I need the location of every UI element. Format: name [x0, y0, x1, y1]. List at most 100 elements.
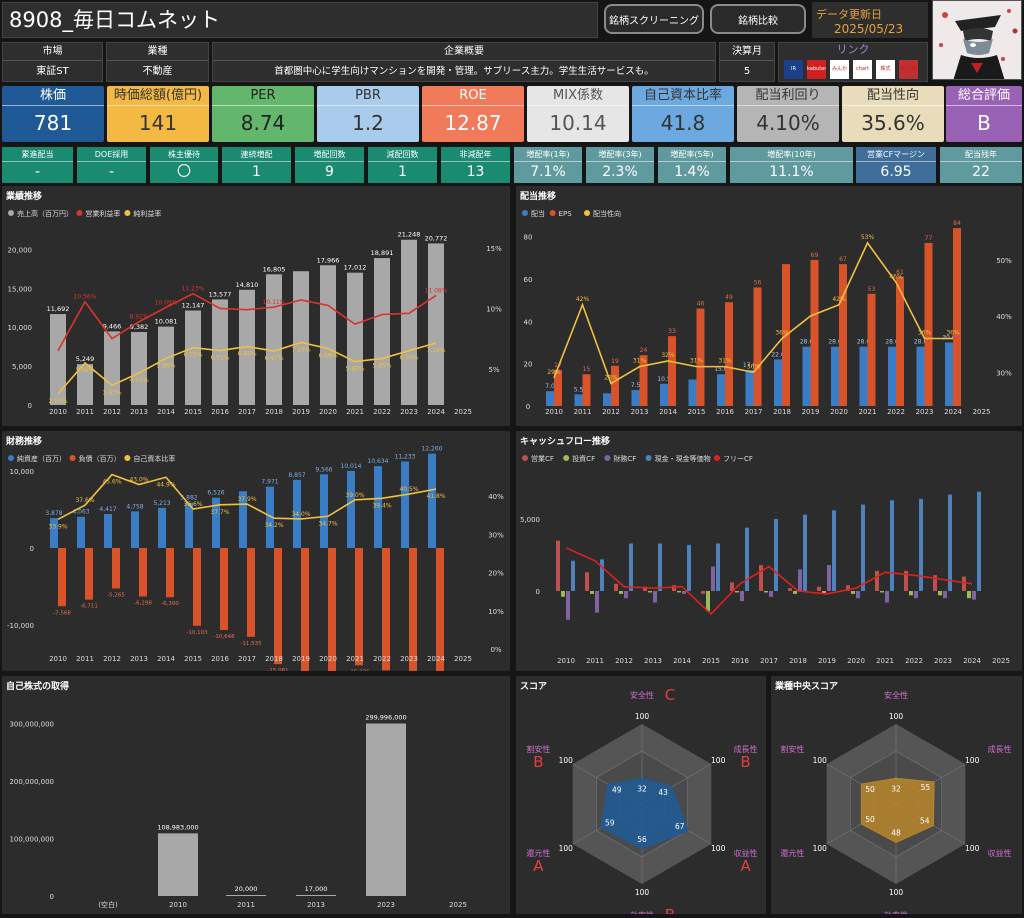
equity-bar: [374, 466, 382, 548]
payout-label: 32%: [661, 352, 675, 359]
liability-bar: [139, 548, 147, 597]
industry-header: 業種: [107, 43, 208, 61]
x-tick-label: 2013: [130, 408, 148, 416]
liability-label: -11,535: [240, 641, 262, 647]
radar-value-label: 50: [865, 815, 875, 824]
eps-bar: [668, 336, 676, 406]
ratio-label: 44.9%: [156, 481, 175, 488]
legend-marker: [563, 455, 570, 461]
legend-marker: [549, 210, 556, 216]
cf-bar: [629, 543, 633, 591]
cf-bar: [938, 591, 942, 596]
cf-bar: [832, 510, 836, 591]
eps-bar: [839, 264, 847, 406]
x-tick-label: 2014: [157, 408, 175, 416]
kpi-label: 自己資本比率: [632, 86, 734, 106]
legend-label: 営業利益率: [85, 209, 120, 218]
sales-label: 10,081: [155, 318, 178, 326]
cf-bar: [614, 583, 618, 591]
dividend-bar: [802, 346, 811, 406]
cf-bar: [566, 591, 570, 620]
legend-marker: [604, 455, 611, 461]
liability-bar: [166, 548, 174, 598]
metric-tile: 増配率(1年) 7.1%: [514, 147, 582, 183]
metric-label: 増配率(3年): [586, 147, 654, 162]
equity-bar: [428, 453, 436, 548]
liability-bar: [112, 548, 120, 589]
link-4-icon[interactable]: 株式: [876, 60, 895, 79]
x-tick-label: 2014: [659, 408, 677, 416]
sales-label: 17,966: [317, 256, 340, 264]
dividend-bar: [717, 374, 725, 406]
update-box: データ更新日 2025/05/23: [812, 2, 928, 38]
sales-label: 16,805: [263, 265, 286, 273]
metric-value: 11.1%: [769, 164, 814, 180]
dividend-bar: [888, 346, 896, 406]
cf-bar: [624, 591, 628, 599]
cf-bar: [798, 569, 802, 591]
link-2-icon[interactable]: みんかぶ: [830, 60, 849, 79]
payout-label: 30%: [747, 363, 761, 370]
y2-tick-label: 30%: [996, 369, 1012, 377]
rate-label: 2.93%: [48, 398, 67, 405]
radar-value-label: 67: [675, 822, 685, 831]
link-box: リンク IR BANKkabutanみんかぶchart株式株主優待: [778, 42, 928, 82]
cf-bar: [914, 591, 918, 599]
radar-grade-label: A: [533, 857, 544, 875]
equity-bar: [347, 470, 355, 548]
cf-bar: [585, 572, 589, 591]
radar-grade-label: B: [533, 753, 543, 771]
equity-label: 7,971: [261, 479, 278, 486]
x-tick-label: 2023: [916, 408, 934, 416]
x-tick-label: 2011: [586, 657, 604, 665]
legend-label: 投資CF: [572, 454, 595, 463]
x-tick-label: 2015: [184, 655, 202, 663]
eps-label: 46: [697, 301, 705, 308]
sales-bar: [347, 272, 363, 405]
x-tick-label: 2010: [49, 408, 67, 416]
kpi-label: MIX係数: [527, 86, 629, 106]
link-3-icon[interactable]: chart: [853, 60, 872, 79]
equity-label: 8,857: [288, 472, 305, 479]
eps-label: 33: [668, 328, 676, 335]
cf-bar: [590, 591, 594, 594]
x-tick-label: 2025: [454, 655, 472, 663]
x-tick-label: 2012: [602, 408, 620, 416]
radar-value-label: 56: [637, 835, 647, 844]
metric-label: 増配率(1年): [514, 147, 582, 162]
equity-label: 10,634: [368, 458, 389, 465]
legend-label: EPS: [559, 210, 573, 218]
dividend-label: 28.0: [828, 339, 842, 346]
x-tick-label: 2012: [615, 657, 633, 665]
eps-label: 61: [896, 269, 904, 276]
radar-max-label: 100: [965, 756, 980, 765]
metric-tile: 減配回数 1: [368, 147, 437, 183]
y2-tick-label: 40%: [488, 493, 504, 501]
kpi-label: PBR: [317, 86, 419, 106]
kpi-value: 4.10%: [756, 111, 820, 135]
buyback-label: 108,983,000: [157, 823, 198, 831]
x-tick-label: 2016: [211, 655, 229, 663]
kpi-value: 12.87: [444, 111, 502, 135]
cf-bar: [788, 588, 792, 591]
sales-bar: [239, 289, 255, 405]
equity-label: 9,566: [315, 466, 332, 473]
link-0-icon[interactable]: IR BANK: [784, 60, 803, 79]
sales-bar: [401, 239, 417, 405]
cf-bar: [672, 585, 676, 591]
metric-tile: 営業CFマージン 6.95: [856, 147, 936, 183]
link-5-icon[interactable]: 株主優待: [899, 60, 918, 79]
radar-grade-label: B: [740, 753, 750, 771]
metric-tile: 非減配年 13: [441, 147, 510, 183]
radar-max-label: 100: [559, 756, 574, 765]
dividend-label: 7.5: [631, 382, 641, 389]
cf-bar: [648, 591, 652, 593]
link-1-icon[interactable]: kabutan: [807, 60, 826, 79]
screening-button[interactable]: 銘柄スクリーニング: [604, 4, 704, 34]
equity-label: 3,878: [45, 510, 62, 517]
metric-label: 増配率(10年): [730, 147, 853, 162]
equity-label: 11,233: [395, 454, 416, 461]
liability-bar: [85, 548, 93, 600]
y2-tick-label: 40%: [996, 313, 1012, 321]
compare-button[interactable]: 銘柄比較: [710, 4, 806, 34]
